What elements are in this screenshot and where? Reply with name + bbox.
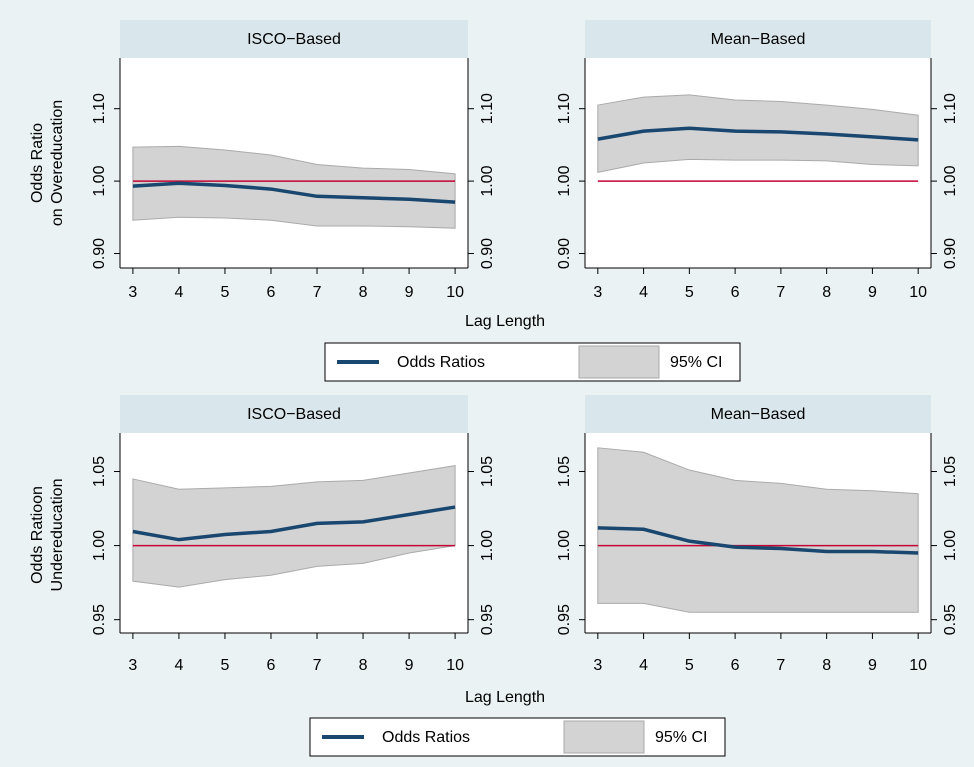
x-tick-label: 8 — [822, 657, 831, 674]
odds-ratio-line — [132, 505, 456, 542]
panel-title: ISCO−Based — [247, 406, 341, 423]
x-tick-label: 5 — [685, 284, 694, 301]
y-tick-label: 1.00 — [91, 530, 108, 561]
legend-box — [309, 717, 726, 757]
x-tick-label: 9 — [868, 657, 877, 674]
panel-title: Mean−Based — [711, 406, 806, 423]
x-tick-label: 7 — [313, 284, 322, 301]
x-tick-label: 5 — [220, 284, 229, 301]
y-axis-label: on Overeducation — [49, 100, 66, 226]
y-tick-label: 1.05 — [942, 456, 959, 487]
x-axis-label: Lag Length — [465, 313, 545, 330]
odds-ratio-line — [132, 181, 456, 204]
panel-title: Mean−Based — [711, 31, 806, 48]
y-tick-label: 1.00 — [556, 165, 573, 196]
x-tick-label: 10 — [446, 657, 464, 674]
x-tick-label: 3 — [128, 284, 137, 301]
x-tick-label: 3 — [128, 657, 137, 674]
y-tick-label: 1.10 — [479, 93, 496, 124]
x-tick-label: 8 — [822, 284, 831, 301]
ci-band — [597, 94, 919, 174]
y-axis-label: Odds Ratio — [29, 123, 46, 203]
odds-ratio-line — [597, 526, 919, 555]
y-tick-label: 1.00 — [556, 530, 573, 561]
y-tick-label: 0.95 — [942, 604, 959, 635]
legend-swatch — [578, 345, 660, 379]
x-tick-label: 3 — [593, 284, 602, 301]
x-tick-label: 9 — [405, 657, 414, 674]
y-tick-label: 1.05 — [91, 456, 108, 487]
x-tick-label: 6 — [731, 284, 740, 301]
x-tick-label: 9 — [405, 284, 414, 301]
legend-label: 95% CI — [655, 729, 707, 746]
legend-label: 95% CI — [670, 354, 722, 371]
panel-strip — [120, 395, 468, 433]
x-tick-label: 7 — [776, 284, 785, 301]
legend-box — [324, 342, 741, 382]
y-tick-label: 1.00 — [942, 165, 959, 196]
y-tick-label: 1.05 — [479, 456, 496, 487]
x-tick-label: 7 — [776, 657, 785, 674]
y-tick-label: 1.00 — [91, 165, 108, 196]
y-tick-label: 0.95 — [479, 604, 496, 635]
x-tick-label: 5 — [685, 657, 694, 674]
odds-ratio-line — [597, 126, 919, 142]
x-tick-label: 3 — [593, 657, 602, 674]
x-tick-label: 6 — [731, 657, 740, 674]
x-tick-label: 7 — [313, 657, 322, 674]
y-tick-label: 0.90 — [556, 238, 573, 269]
y-tick-label: 1.10 — [942, 93, 959, 124]
legend-label: Odds Ratios — [382, 729, 470, 746]
x-tick-label: 4 — [639, 284, 648, 301]
y-tick-label: 1.00 — [479, 530, 496, 561]
ci-band — [597, 447, 919, 613]
x-axis-label: Lag Length — [465, 689, 545, 706]
panel-title: ISCO−Based — [247, 31, 341, 48]
x-tick-label: 10 — [446, 284, 464, 301]
y-tick-label: 0.90 — [91, 238, 108, 269]
x-tick-label: 10 — [909, 657, 927, 674]
x-tick-label: 4 — [639, 657, 648, 674]
panel-strip — [585, 395, 931, 433]
y-tick-label: 1.00 — [479, 165, 496, 196]
y-tick-label: 0.95 — [556, 604, 573, 635]
x-tick-label: 9 — [868, 284, 877, 301]
ci-band — [132, 145, 456, 229]
x-tick-label: 5 — [220, 657, 229, 674]
x-tick-label: 4 — [174, 284, 183, 301]
x-tick-label: 4 — [174, 657, 183, 674]
y-tick-label: 1.05 — [556, 456, 573, 487]
legend-label: Odds Ratios — [397, 354, 485, 371]
panel-strip — [120, 20, 468, 58]
x-tick-label: 6 — [267, 284, 276, 301]
y-tick-label: 0.90 — [942, 238, 959, 269]
y-tick-label: 1.10 — [556, 93, 573, 124]
legend-swatch — [563, 720, 645, 754]
y-tick-label: 0.95 — [91, 604, 108, 635]
panel-strip — [585, 20, 931, 58]
y-tick-label: 1.00 — [942, 530, 959, 561]
x-tick-label: 8 — [359, 284, 368, 301]
x-tick-label: 10 — [909, 284, 927, 301]
y-tick-label: 0.90 — [479, 238, 496, 269]
y-axis-label: Undereducation — [49, 479, 66, 592]
x-tick-label: 8 — [359, 657, 368, 674]
x-tick-label: 6 — [267, 657, 276, 674]
y-axis-label: Odds Ratioon — [29, 486, 46, 584]
y-tick-label: 1.10 — [91, 93, 108, 124]
